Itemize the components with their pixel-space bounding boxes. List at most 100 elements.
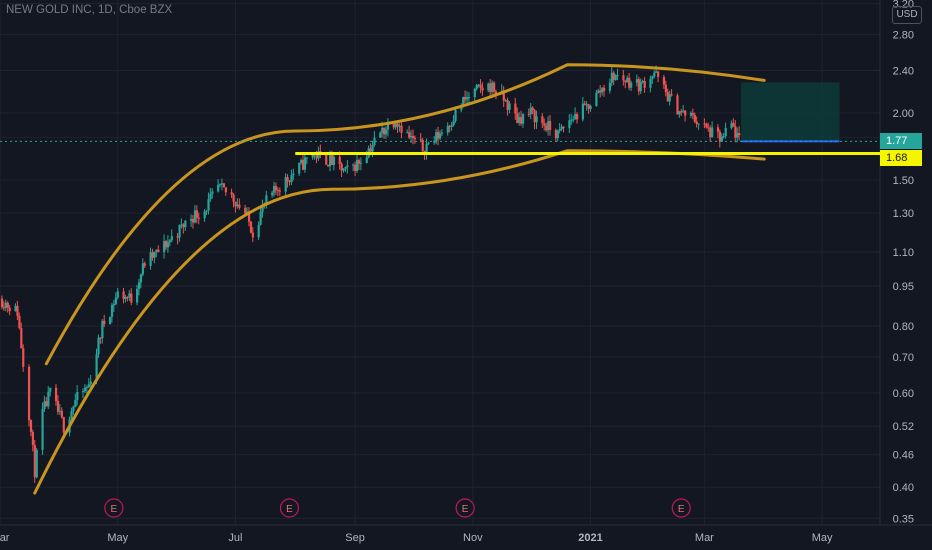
candle-body[interactable] xyxy=(662,76,666,85)
candle-body[interactable] xyxy=(440,132,444,134)
candle-body[interactable] xyxy=(549,121,552,130)
candle-body[interactable] xyxy=(516,113,519,123)
candle-body[interactable] xyxy=(332,156,336,165)
candle-body[interactable] xyxy=(43,401,46,410)
candle-body[interactable] xyxy=(560,126,563,130)
candle-body[interactable] xyxy=(76,391,79,401)
candle-body[interactable] xyxy=(718,131,722,142)
candle-body[interactable] xyxy=(400,125,403,133)
candle-body[interactable] xyxy=(247,211,251,222)
candle-body[interactable] xyxy=(462,96,465,107)
candle-body[interactable] xyxy=(643,80,646,88)
candle-body[interactable] xyxy=(494,91,498,95)
candle-body[interactable] xyxy=(14,305,17,312)
currency-button[interactable]: USD xyxy=(892,6,922,24)
candle-body[interactable] xyxy=(136,288,139,303)
candle-body[interactable] xyxy=(286,177,289,181)
candle-body[interactable] xyxy=(103,320,106,325)
candle-body[interactable] xyxy=(207,199,210,211)
candle-body[interactable] xyxy=(450,125,453,127)
candle-body[interactable] xyxy=(338,156,341,164)
candle-body[interactable] xyxy=(45,401,48,407)
candle-body[interactable] xyxy=(435,132,438,141)
candle-body[interactable] xyxy=(601,87,604,93)
candle-body[interactable] xyxy=(180,224,183,226)
candle-body[interactable] xyxy=(238,204,241,208)
candle-body[interactable] xyxy=(628,77,631,88)
candle-body[interactable] xyxy=(184,220,187,228)
candle-body[interactable] xyxy=(651,76,654,80)
candle-body[interactable] xyxy=(514,103,517,114)
candle-body[interactable] xyxy=(520,117,523,124)
candle-body[interactable] xyxy=(97,337,100,355)
candle-body[interactable] xyxy=(413,138,417,140)
candle-body[interactable] xyxy=(479,84,482,88)
candle-body[interactable] xyxy=(508,103,511,110)
candle-body[interactable] xyxy=(54,387,58,401)
candle-body[interactable] xyxy=(678,111,681,115)
earnings-marker-icon[interactable] xyxy=(455,498,475,518)
candle-body[interactable] xyxy=(182,224,185,228)
candle-body[interactable] xyxy=(369,148,372,152)
candle-body[interactable] xyxy=(340,163,343,171)
candle-body[interactable] xyxy=(379,132,382,138)
candle-body[interactable] xyxy=(454,109,457,121)
candle-body[interactable] xyxy=(110,304,114,317)
candle-body[interactable] xyxy=(572,119,575,121)
candle-body[interactable] xyxy=(109,316,112,325)
candle-body[interactable] xyxy=(155,249,158,252)
candle-body[interactable] xyxy=(408,132,411,138)
earnings-marker-icon[interactable] xyxy=(279,498,300,518)
candle-body[interactable] xyxy=(60,410,63,418)
candle-body[interactable] xyxy=(346,165,349,167)
candle-body[interactable] xyxy=(0,298,4,308)
candle-body[interactable] xyxy=(383,127,386,135)
candle-body[interactable] xyxy=(81,391,85,393)
candle-body[interactable] xyxy=(273,186,276,193)
candle-body[interactable] xyxy=(689,113,693,116)
candle-body[interactable] xyxy=(58,410,62,412)
candle-body[interactable] xyxy=(568,120,571,128)
candle-body[interactable] xyxy=(298,162,301,174)
candle-body[interactable] xyxy=(477,84,480,86)
candle-body[interactable] xyxy=(649,79,652,88)
candle-body[interactable] xyxy=(680,111,683,113)
candle-body[interactable] xyxy=(236,204,239,207)
candle-body[interactable] xyxy=(466,97,469,100)
candle-body[interactable] xyxy=(614,75,617,80)
candle-body[interactable] xyxy=(373,137,376,145)
candle-body[interactable] xyxy=(732,123,735,127)
candle-body[interactable] xyxy=(56,400,60,412)
candle-body[interactable] xyxy=(703,123,706,125)
candle-body[interactable] xyxy=(244,207,247,214)
candle-body[interactable] xyxy=(95,354,98,382)
candle-body[interactable] xyxy=(535,116,538,123)
earnings-marker-icon[interactable] xyxy=(104,498,124,518)
candle-body[interactable] xyxy=(570,119,573,121)
candle-body[interactable] xyxy=(521,113,525,124)
candle-body[interactable] xyxy=(439,133,442,139)
candle-body[interactable] xyxy=(411,135,415,139)
candle-body[interactable] xyxy=(691,113,695,115)
candle-body[interactable] xyxy=(122,291,125,299)
candle-body[interactable] xyxy=(22,348,25,367)
candle-body[interactable] xyxy=(20,328,23,349)
candle-body[interactable] xyxy=(406,132,409,134)
candle-body[interactable] xyxy=(276,190,280,192)
candle-body[interactable] xyxy=(543,123,546,126)
candle-body[interactable] xyxy=(653,72,656,77)
candle-body[interactable] xyxy=(128,293,131,298)
candle-body[interactable] xyxy=(47,391,50,407)
candle-body[interactable] xyxy=(271,192,274,196)
candle-body[interactable] xyxy=(191,218,195,223)
candle-body[interactable] xyxy=(630,82,633,88)
candle-body[interactable] xyxy=(251,232,255,238)
candle-body[interactable] xyxy=(639,82,642,92)
candle-body[interactable] xyxy=(558,129,561,131)
candle-body[interactable] xyxy=(460,106,463,110)
candle-body[interactable] xyxy=(720,136,723,142)
candle-body[interactable] xyxy=(274,186,278,191)
candle-body[interactable] xyxy=(176,236,179,238)
candle-body[interactable] xyxy=(101,320,104,339)
candle-body[interactable] xyxy=(641,80,644,83)
